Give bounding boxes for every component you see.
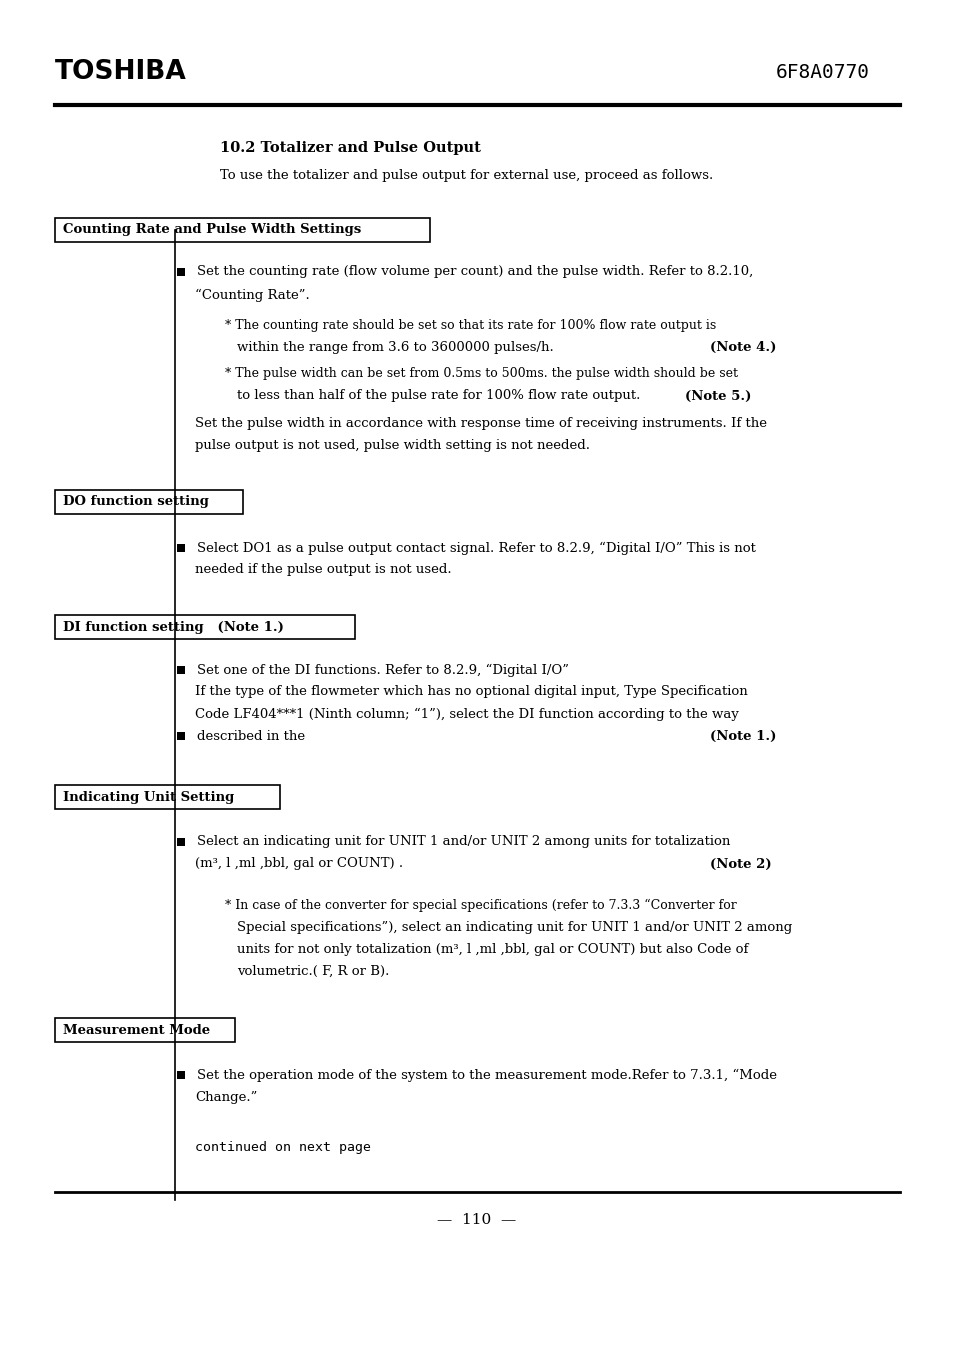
Text: (m³, l ,ml ,bbl, gal or COUNT) .: (m³, l ,ml ,bbl, gal or COUNT) . [194,858,403,870]
Bar [55,218,430,242]
Bar [55,1019,234,1042]
Text: * The pulse width can be set from 0.5ms to 500ms. the pulse width should be set: * The pulse width can be set from 0.5ms … [225,367,738,381]
Text: (Note 2): (Note 2) [709,858,771,870]
Text: Change.”: Change.” [194,1090,257,1104]
Text: (Note 1.): (Note 1.) [709,730,776,743]
Text: Select an indicating unit for UNIT 1 and/or UNIT 2 among units for totalization: Select an indicating unit for UNIT 1 and… [196,835,730,848]
Bar [177,1071,185,1079]
Text: “Counting Rate”.: “Counting Rate”. [194,288,310,301]
Text: units for not only totalization (m³, l ,ml ,bbl, gal or COUNT) but also Code of: units for not only totalization (m³, l ,… [236,943,747,955]
Text: Set the counting rate (flow volume per count) and the pulse width. Refer to 8.2.: Set the counting rate (flow volume per c… [196,266,753,278]
Text: (Note 5.): (Note 5.) [684,389,751,403]
Text: Special specifications”), select an indicating unit for UNIT 1 and/or UNIT 2 amo: Special specifications”), select an indi… [236,920,791,934]
Bar [55,615,355,639]
Text: (Note 4.): (Note 4.) [709,340,776,354]
Bar [55,490,243,513]
Bar [177,838,185,846]
Text: volumetric.( F, R or B).: volumetric.( F, R or B). [236,965,389,978]
Text: DO function setting: DO function setting [63,496,209,508]
Text: * The counting rate should be set so that its rate for 100% flow rate output is: * The counting rate should be set so tha… [225,319,716,331]
Text: described in the: described in the [196,730,305,743]
Text: If the type of the flowmeter which has no optional digital input, Type Specifica: If the type of the flowmeter which has n… [194,685,747,698]
Text: Set the pulse width in accordance with response time of receiving instruments. I: Set the pulse width in accordance with r… [194,416,766,430]
Bar [177,666,185,674]
Bar [177,544,185,553]
Bar [55,785,280,809]
Text: Set the operation mode of the system to the measurement mode.Refer to 7.3.1, “Mo: Set the operation mode of the system to … [196,1069,776,1082]
Text: 6F8A0770: 6F8A0770 [775,62,869,81]
Text: —  110  —: — 110 — [436,1213,517,1227]
Text: DI function setting   (Note 1.): DI function setting (Note 1.) [63,620,284,634]
Text: Indicating Unit Setting: Indicating Unit Setting [63,790,234,804]
Text: within the range from 3.6 to 3600000 pulses/h.: within the range from 3.6 to 3600000 pul… [236,340,553,354]
Text: TOSHIBA: TOSHIBA [55,59,187,85]
Text: Select DO1 as a pulse output contact signal. Refer to 8.2.9, “Digital I/O” This : Select DO1 as a pulse output contact sig… [196,542,755,555]
Bar [177,267,185,276]
Text: Set one of the DI functions. Refer to 8.2.9, “Digital I/O”: Set one of the DI functions. Refer to 8.… [196,663,568,677]
Text: pulse output is not used, pulse width setting is not needed.: pulse output is not used, pulse width se… [194,439,589,451]
Text: 10.2 Totalizer and Pulse Output: 10.2 Totalizer and Pulse Output [220,141,480,155]
Text: To use the totalizer and pulse output for external use, proceed as follows.: To use the totalizer and pulse output fo… [220,169,713,181]
Text: Counting Rate and Pulse Width Settings: Counting Rate and Pulse Width Settings [63,223,361,236]
Text: needed if the pulse output is not used.: needed if the pulse output is not used. [194,563,451,577]
Bar [177,732,185,740]
Text: Code LF404***1 (Ninth column; “1”), select the DI function according to the way: Code LF404***1 (Ninth column; “1”), sele… [194,708,739,720]
Text: * In case of the converter for special specifications (refer to 7.3.3 “Converter: * In case of the converter for special s… [225,898,736,912]
Text: Measurement Mode: Measurement Mode [63,1024,210,1036]
Text: to less than half of the pulse rate for 100% flow rate output.: to less than half of the pulse rate for … [236,389,639,403]
Text: continued on next page: continued on next page [194,1142,371,1155]
